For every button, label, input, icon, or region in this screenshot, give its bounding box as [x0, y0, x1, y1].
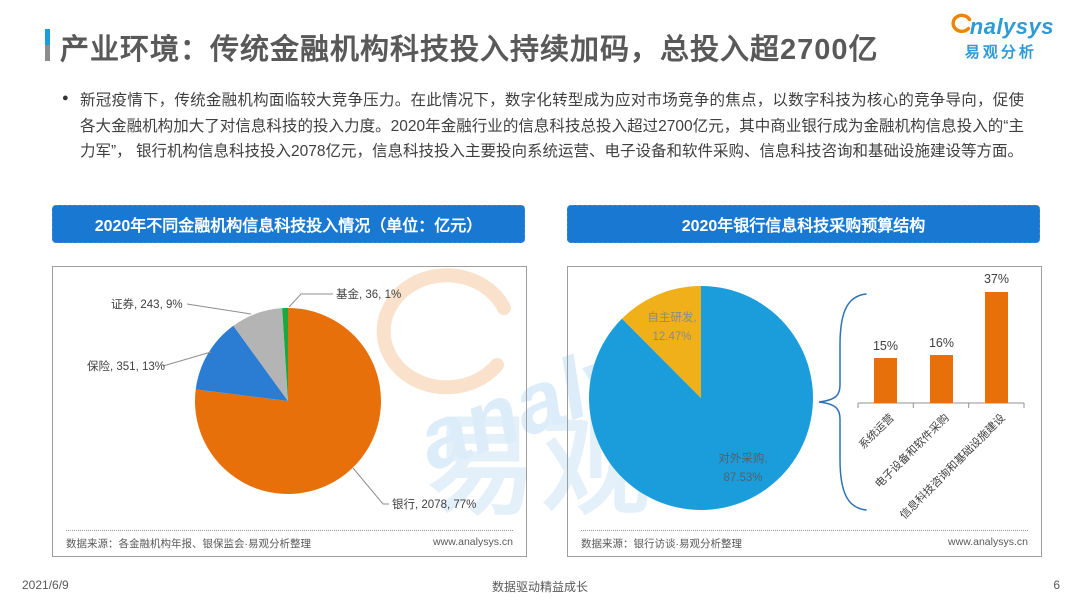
brace-and-axis — [818, 293, 1025, 511]
footer-date: 2021/6/9 — [22, 578, 69, 592]
bar-value-consulting-infrastructure: 37% — [983, 272, 1010, 286]
source-divider — [581, 530, 1028, 531]
bar-value-equipment-software: 16% — [928, 336, 955, 350]
footer-slogan: 数据驱动精益成长 — [491, 580, 588, 594]
logo-brand-cn: 易观分析 — [964, 44, 1037, 61]
right-chart-header: 2020年银行信息科技采购预算结构 — [567, 205, 1040, 243]
summary-paragraph: 新冠疫情下，传统金融机构面临较大竞争压力。在此情况下，数字化转型成为应对市场竞争… — [80, 92, 1024, 160]
right-chart-panel: 自主研发, 12.47% 对外采购, 87.53% 15% 16% 37% 系统… — [567, 266, 1042, 557]
analysys-url-link[interactable]: www.analysys.cn — [948, 536, 1028, 548]
bar-value-system-operations: 15% — [872, 339, 899, 353]
source-note: 数据来源：各金融机构年报、银保监会·易观分析整理 — [66, 538, 311, 550]
analysys-logo: nalysys 易观分析 — [948, 13, 1054, 62]
logo-brand-text: nalysys — [969, 13, 1054, 39]
footer-page-number: 6 — [1053, 578, 1060, 592]
source-note: 数据来源：银行访谈·易观分析整理 — [581, 538, 742, 550]
pie-slice-fund — [282, 307, 288, 401]
pie-slice-self-development — [621, 286, 701, 398]
title-accent-bar — [45, 29, 50, 61]
pie-slice-bank — [194, 308, 381, 494]
pie-label-securities: 证券, 243, 9% — [111, 299, 183, 311]
brace-icon — [818, 293, 867, 511]
leader-lines — [162, 293, 389, 505]
pie-label-external-procurement: 对外采购, 87.53% — [718, 453, 768, 484]
bar-system-operations — [874, 358, 897, 403]
pie-label-fund: 基金, 36, 1% — [336, 289, 402, 301]
left-chart-panel: 基金, 36, 1% 证券, 243, 9% 保险, 351, 13% 银行, … — [52, 266, 527, 557]
pie-label-insurance: 保险, 351, 13% — [87, 361, 165, 373]
pie-slice-external-procurement — [589, 286, 814, 510]
pie-label-self-development: 自主研发, 12.47% — [647, 312, 697, 343]
pie-label-bank: 银行, 2078, 77% — [392, 499, 477, 511]
pie-slice-insurance — [195, 325, 288, 401]
pie-chart-procurement — [589, 286, 814, 510]
pie-chart-institutions — [194, 307, 381, 494]
left-chart-header: 2020年不同金融机构信息科技投入情况（单位：亿元） — [52, 205, 525, 243]
logo-a-swirl-icon — [948, 13, 973, 40]
bullet-icon: ● — [62, 92, 69, 104]
page-title: 产业环境：传统金融机构科技投入持续加码，总投入超2700亿 — [60, 34, 879, 66]
bar-equipment-software — [930, 355, 953, 403]
analysys-url-link[interactable]: www.analysys.cn — [433, 536, 513, 548]
bar-axis — [857, 402, 1025, 408]
pie-slice-securities — [233, 308, 288, 401]
bar-consulting-infrastructure — [985, 292, 1008, 403]
source-divider — [66, 530, 513, 531]
